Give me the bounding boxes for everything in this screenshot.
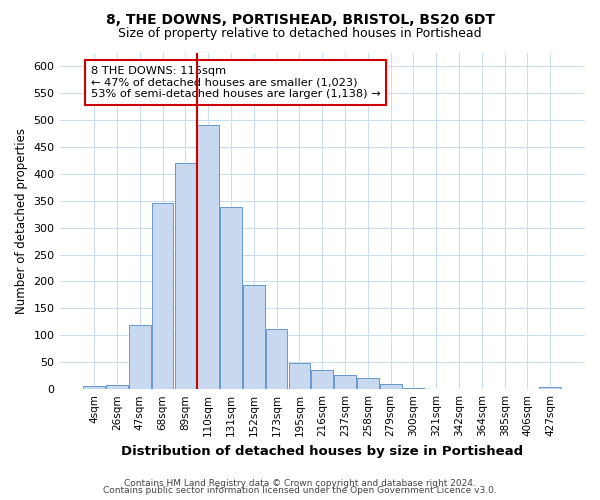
- Bar: [197, 125, 219, 389]
- Y-axis label: Number of detached properties: Number of detached properties: [15, 128, 28, 314]
- Bar: [494, 388, 515, 389]
- Bar: [539, 387, 561, 389]
- Bar: [334, 374, 356, 389]
- Text: Size of property relative to detached houses in Portishead: Size of property relative to detached ho…: [118, 28, 482, 40]
- X-axis label: Distribution of detached houses by size in Portishead: Distribution of detached houses by size …: [121, 444, 523, 458]
- Bar: [289, 363, 310, 389]
- Bar: [243, 284, 265, 389]
- Bar: [175, 163, 196, 389]
- Bar: [380, 384, 401, 389]
- Text: Contains public sector information licensed under the Open Government Licence v3: Contains public sector information licen…: [103, 486, 497, 495]
- Text: 8 THE DOWNS: 115sqm
← 47% of detached houses are smaller (1,023)
53% of semi-det: 8 THE DOWNS: 115sqm ← 47% of detached ho…: [91, 66, 380, 99]
- Text: Contains HM Land Registry data © Crown copyright and database right 2024.: Contains HM Land Registry data © Crown c…: [124, 478, 476, 488]
- Bar: [152, 204, 173, 389]
- Bar: [425, 388, 447, 389]
- Bar: [357, 378, 379, 389]
- Bar: [311, 370, 333, 389]
- Bar: [266, 329, 287, 389]
- Text: 8, THE DOWNS, PORTISHEAD, BRISTOL, BS20 6DT: 8, THE DOWNS, PORTISHEAD, BRISTOL, BS20 …: [106, 12, 494, 26]
- Bar: [220, 207, 242, 389]
- Bar: [106, 385, 128, 389]
- Bar: [83, 386, 105, 389]
- Bar: [129, 324, 151, 389]
- Bar: [403, 388, 424, 389]
- Bar: [448, 388, 470, 389]
